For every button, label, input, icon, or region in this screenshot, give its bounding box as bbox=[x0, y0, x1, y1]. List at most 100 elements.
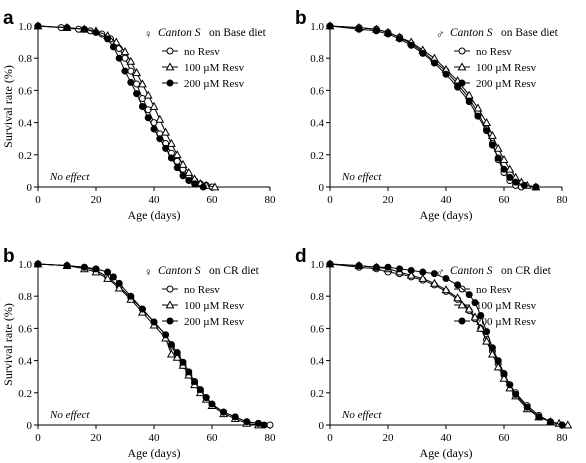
data-point bbox=[407, 266, 415, 274]
series-filled-circle bbox=[326, 22, 540, 191]
x-axis-title: Age (days) bbox=[128, 208, 181, 222]
y-tick-label: 0 bbox=[319, 182, 325, 194]
data-point bbox=[454, 83, 462, 91]
y-tick-label: 1.0 bbox=[18, 21, 32, 33]
data-point bbox=[473, 103, 483, 112]
data-point bbox=[208, 400, 216, 408]
data-point bbox=[532, 183, 540, 191]
data-point bbox=[184, 167, 194, 176]
series-line bbox=[329, 263, 568, 426]
data-point bbox=[92, 28, 100, 36]
data-point bbox=[167, 341, 175, 348]
data-point bbox=[499, 155, 509, 164]
y-tick-label: 0.6 bbox=[18, 85, 32, 97]
data-point bbox=[465, 291, 473, 299]
legend-entry: 200 µM Resv bbox=[454, 78, 537, 90]
data-point bbox=[419, 49, 427, 57]
x-axis-title: Age (days) bbox=[420, 208, 473, 222]
y-tick-label: 0 bbox=[319, 420, 325, 432]
legend-label: 100 µM Resv bbox=[184, 62, 245, 74]
data-point bbox=[483, 328, 491, 336]
data-point bbox=[546, 418, 554, 426]
data-point bbox=[202, 394, 210, 402]
data-point bbox=[372, 27, 380, 35]
data-point bbox=[355, 25, 363, 33]
y-tick-label: 0.8 bbox=[18, 291, 32, 303]
data-point bbox=[132, 68, 142, 77]
data-point bbox=[500, 369, 508, 377]
data-point bbox=[474, 112, 482, 120]
legend-marker bbox=[166, 47, 174, 55]
data-point bbox=[535, 413, 543, 421]
data-point bbox=[179, 358, 187, 366]
data-point bbox=[464, 304, 474, 313]
panel-letter: b bbox=[295, 8, 307, 29]
data-point bbox=[231, 413, 239, 421]
legend-entry: no Resv bbox=[454, 284, 512, 296]
y-tick-label: 1.0 bbox=[18, 259, 32, 271]
x-tick-label: 80 bbox=[557, 194, 569, 206]
data-point bbox=[243, 418, 251, 426]
data-point bbox=[494, 357, 502, 365]
y-tick-label: 0.2 bbox=[18, 388, 32, 400]
legend-label: 200 µM Resv bbox=[184, 316, 245, 328]
series-filled-circle bbox=[34, 260, 268, 429]
data-point bbox=[441, 285, 451, 294]
data-point bbox=[453, 293, 463, 302]
data-point bbox=[512, 178, 520, 186]
data-point bbox=[210, 182, 220, 191]
sex-symbol: ♀ bbox=[144, 267, 153, 279]
y-tick-label: 0.6 bbox=[18, 323, 32, 335]
data-point bbox=[442, 70, 450, 78]
sex-symbol: ♀ bbox=[144, 29, 153, 41]
panel-letter: a bbox=[3, 8, 14, 29]
legend-entry: 100 µM Resv bbox=[162, 300, 245, 312]
legend-entry: no Resv bbox=[162, 284, 220, 296]
y-tick-label: 0.2 bbox=[310, 388, 324, 400]
data-point bbox=[103, 273, 113, 282]
x-tick-label: 20 bbox=[383, 194, 395, 206]
y-tick-label: 0.8 bbox=[310, 53, 324, 65]
data-point bbox=[454, 281, 462, 289]
data-point bbox=[487, 349, 497, 358]
legend-entry: 100 µM Resv bbox=[454, 62, 537, 74]
x-tick-label: 40 bbox=[441, 432, 453, 444]
data-point bbox=[121, 67, 129, 75]
legend-label: no Resv bbox=[184, 284, 220, 296]
data-point bbox=[406, 270, 416, 279]
data-point bbox=[500, 165, 508, 173]
y-tick-label: 0.4 bbox=[18, 356, 32, 368]
diet-label: on CR diet bbox=[501, 265, 552, 277]
diet-label: on CR diet bbox=[209, 265, 260, 277]
data-point bbox=[372, 263, 380, 271]
data-point bbox=[80, 25, 88, 33]
data-point bbox=[493, 362, 503, 371]
effect-annotation: No effect bbox=[49, 409, 90, 421]
legend-label: 200 µM Resv bbox=[184, 78, 245, 90]
strain-name: Canton S bbox=[158, 265, 201, 277]
series-line bbox=[37, 263, 265, 426]
legend-marker bbox=[165, 300, 175, 309]
data-point bbox=[172, 352, 182, 361]
axes-frame bbox=[329, 26, 562, 188]
data-point bbox=[476, 323, 486, 332]
y-tick-label: 1.0 bbox=[310, 21, 324, 33]
legend-entry: no Resv bbox=[454, 46, 512, 58]
series-line bbox=[37, 263, 259, 426]
sex-symbol: ♂ bbox=[436, 29, 445, 41]
survival-panel-4: 0 20 40 60 80 0 0.2 0.4 0.6 0.8 1.0 Age (days) d ♂ Can… bbox=[295, 246, 573, 460]
data-point bbox=[196, 386, 204, 394]
data-point bbox=[477, 312, 485, 320]
x-tick-label: 40 bbox=[149, 194, 161, 206]
data-point bbox=[161, 127, 171, 136]
strain-name: Canton S bbox=[450, 27, 493, 39]
y-tick-label: 0.6 bbox=[310, 85, 324, 97]
data-point bbox=[144, 114, 152, 122]
data-point bbox=[396, 35, 404, 43]
data-point bbox=[104, 35, 112, 43]
data-point bbox=[115, 279, 123, 287]
legend-marker bbox=[458, 47, 466, 55]
x-tick-label: 60 bbox=[499, 432, 511, 444]
data-point bbox=[162, 144, 170, 152]
